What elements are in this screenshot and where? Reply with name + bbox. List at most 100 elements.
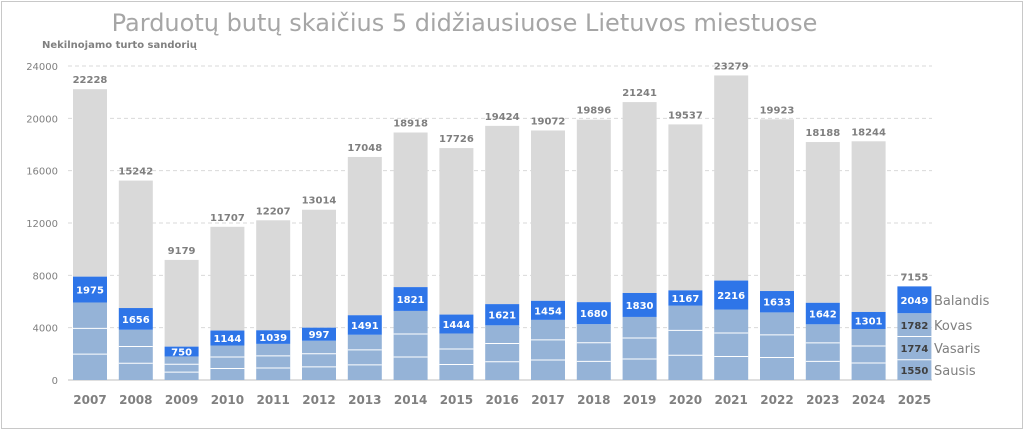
annual-total-label: 18188 [805, 128, 840, 139]
annual-total-label: 15242 [118, 167, 153, 178]
latest-month-value-label: 1144 [213, 334, 241, 345]
x-tick-label: 2014 [394, 393, 427, 407]
x-tick-label: 2022 [760, 393, 793, 407]
annual-total-label: 19072 [531, 116, 566, 127]
annual-total-bar [485, 125, 520, 305]
earlier-months-segment [164, 356, 199, 380]
annual-total-bar [393, 132, 428, 288]
earlier-months-segment [622, 316, 657, 380]
latest-month-segment [576, 302, 611, 325]
latest-month-segment [302, 327, 336, 341]
month-name-label: Sausis [934, 364, 976, 379]
latest-month-segment [851, 311, 886, 329]
x-tick-label: 2011 [256, 393, 289, 407]
latest-month-segment [118, 308, 153, 330]
earlier-months-segment [851, 328, 886, 380]
y-tick-label: 16000 [26, 167, 58, 178]
annual-total-bar [805, 142, 840, 303]
latest-month-segment [531, 300, 565, 320]
y-tick-label: 4000 [33, 324, 58, 335]
latest-month-segment [622, 292, 657, 317]
annual-total-bar [210, 226, 245, 331]
x-tick-label: 2013 [348, 393, 381, 407]
month-value-label: 1782 [900, 321, 928, 332]
y-axis-title: Nekilnojamo turto sandorių [42, 40, 197, 51]
annual-total-label: 11707 [210, 213, 245, 224]
annual-total-label: 12207 [256, 206, 291, 217]
latest-month-segment [347, 315, 382, 335]
annual-total-label: 19896 [576, 106, 611, 117]
earlier-months-segment [118, 329, 153, 380]
annual-total-bar [760, 119, 794, 292]
latest-month-value-label: 1975 [76, 286, 104, 297]
latest-month-value-label: 997 [309, 330, 330, 341]
annual-total-bar [347, 156, 382, 316]
latest-month-segment [393, 287, 428, 311]
annual-total-label: 18244 [851, 127, 886, 138]
annual-total-label: 17726 [439, 134, 474, 145]
latest-month-segment [760, 291, 794, 313]
latest-month-segment [668, 290, 703, 306]
latest-month-segment [164, 346, 199, 357]
annual-total-label: 19923 [760, 105, 795, 116]
month-name-label: Kovas [934, 319, 972, 334]
latest-month-segment [714, 280, 749, 310]
earlier-months-segment [805, 324, 840, 380]
x-tick-label: 2012 [302, 393, 335, 407]
earlier-months-segment [576, 324, 611, 380]
annual-total-label: 19424 [485, 112, 520, 123]
annual-total-label: 23279 [714, 61, 749, 72]
annual-total-label: 17048 [347, 143, 382, 154]
y-tick-label: 8000 [33, 271, 58, 282]
x-tick-label: 2023 [806, 393, 839, 407]
month-value-label: 1550 [900, 366, 928, 377]
earlier-months-segment [347, 334, 382, 380]
x-tick-label: 2009 [165, 393, 198, 407]
latest-month-value-label: 1167 [671, 294, 699, 305]
annual-total-bar [256, 220, 291, 331]
latest-month-segment [897, 286, 932, 314]
x-tick-label: 2016 [485, 393, 518, 407]
x-tick-label: 2010 [211, 393, 244, 407]
latest-month-value-label: 1633 [763, 298, 791, 309]
annual-total-bar [164, 259, 199, 347]
x-tick-label: 2021 [714, 393, 747, 407]
earlier-months-segment [73, 302, 107, 380]
annual-total-bar [851, 141, 886, 312]
month-name-label: Vasaris [934, 342, 981, 357]
chart-title: Parduotų butų skaičius 5 didžiausiuose L… [111, 9, 818, 37]
latest-month-segment [439, 314, 474, 334]
y-tick-label: 12000 [26, 219, 58, 230]
latest-month-value-label: 1680 [580, 309, 608, 320]
latest-month-segment [210, 330, 245, 346]
latest-month-value-label: 1656 [122, 315, 150, 326]
earlier-months-segment [439, 333, 474, 380]
annual-total-bar [714, 75, 749, 281]
earlier-months-segment [393, 310, 428, 380]
latest-month-value-label: 1491 [351, 321, 379, 332]
latest-month-value-label: 1830 [626, 301, 654, 312]
annual-total-label: 21241 [622, 88, 657, 99]
latest-month-value-label: 2049 [900, 296, 928, 307]
annual-total-label: 22228 [73, 75, 108, 86]
earlier-months-segment [210, 345, 245, 380]
latest-month-value-label: 1621 [488, 311, 516, 322]
x-tick-label: 2017 [531, 393, 564, 407]
annual-total-label: 18918 [393, 118, 428, 129]
y-tick-label: 0 [52, 376, 58, 387]
latest-month-value-label: 1642 [809, 310, 837, 321]
annual-total-label: 19537 [668, 110, 703, 121]
latest-month-segment [805, 302, 840, 325]
latest-month-value-label: 2216 [717, 291, 745, 302]
annual-total-label: 9179 [168, 246, 196, 257]
annual-total-bar [118, 180, 153, 309]
earlier-months-segment [485, 325, 520, 380]
annual-total-label: 7155 [900, 272, 928, 283]
latest-month-value-label: 1301 [855, 316, 883, 327]
annual-total-bar [439, 148, 474, 315]
x-tick-label: 2008 [119, 393, 152, 407]
annual-total-bar [302, 209, 336, 328]
latest-month-segment [485, 304, 520, 326]
